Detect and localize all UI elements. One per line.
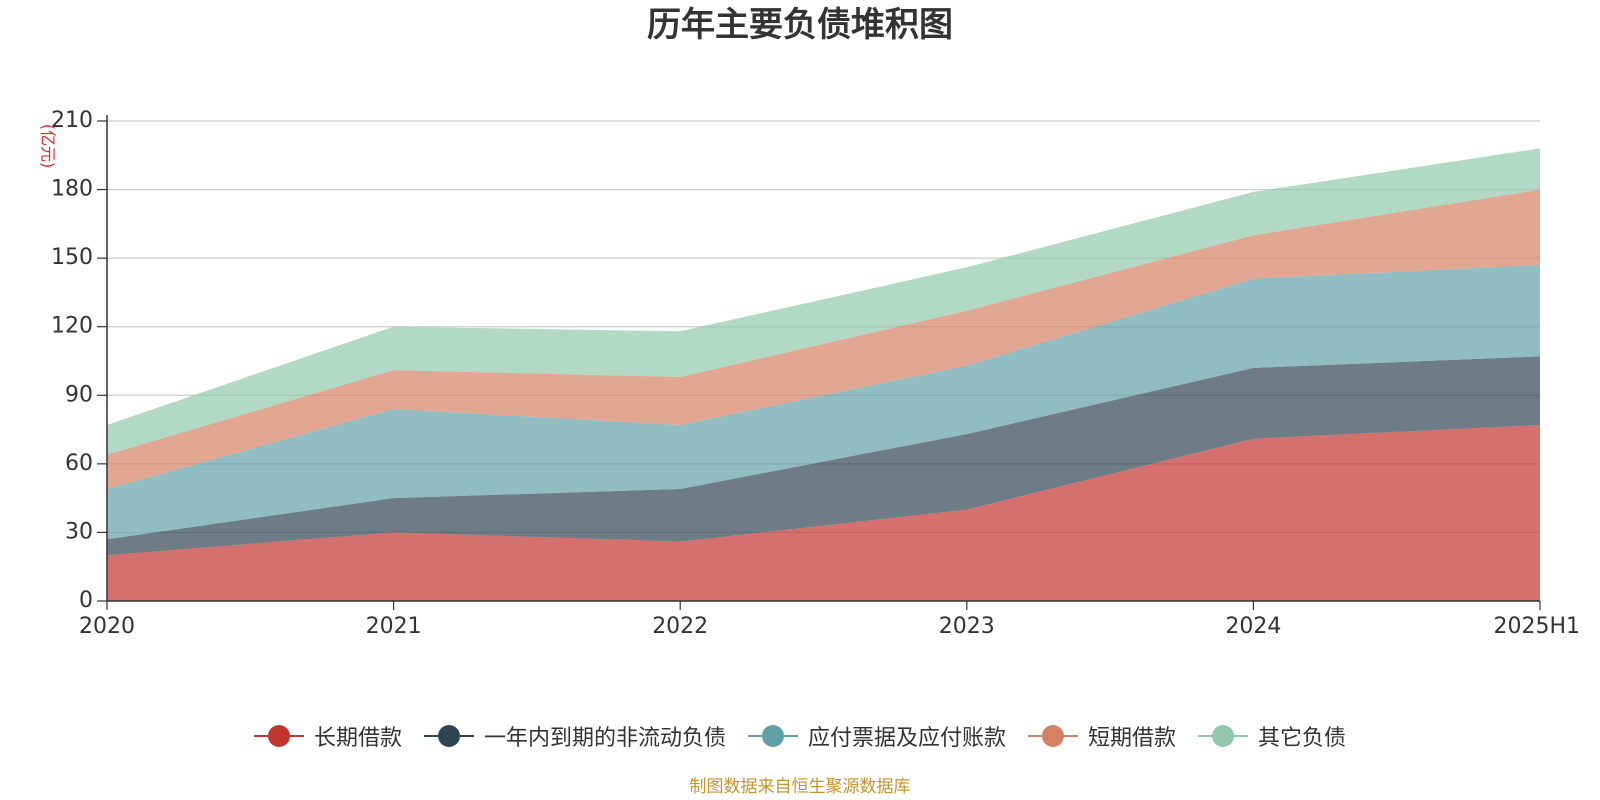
y-tick-label: 90 bbox=[65, 382, 93, 407]
legend-label: 应付票据及应付账款 bbox=[807, 726, 1006, 751]
y-tick-label: 30 bbox=[65, 519, 93, 544]
legend-marker-icon bbox=[1028, 724, 1078, 748]
y-axis-unit-label: (亿元) bbox=[39, 124, 58, 169]
x-tick-label: 2023 bbox=[939, 614, 995, 639]
area-series-4 bbox=[107, 189, 1540, 489]
legend-label: 一年内到期的非流动负债 bbox=[483, 726, 726, 751]
legend-label: 短期借款 bbox=[1088, 726, 1177, 751]
area-series-2 bbox=[107, 356, 1540, 556]
y-tick-label: 210 bbox=[51, 108, 93, 133]
area-series-5 bbox=[107, 148, 1540, 455]
tick-labels: 0 30 60 90 120 150 180 210 2020 2021 2022 2023 2024 2… bbox=[51, 108, 1580, 639]
legend-label: 其它负债 bbox=[1258, 726, 1347, 751]
source-note: 制图数据来自恒生聚源数据库 bbox=[689, 777, 911, 797]
x-tick-label: 2025H1 bbox=[1493, 614, 1580, 639]
y-tick-label: 150 bbox=[51, 245, 93, 270]
y-tick-label: 60 bbox=[65, 451, 93, 476]
y-tick-label: 180 bbox=[51, 177, 93, 202]
x-tick-label: 2022 bbox=[652, 614, 708, 639]
legend-item-3[interactable]: 应付票据及应付账款 bbox=[747, 720, 1006, 752]
x-tick-label: 2021 bbox=[366, 614, 422, 639]
area-series-1 bbox=[107, 425, 1540, 601]
x-tick-label: 2020 bbox=[79, 614, 135, 639]
y-tick-label: 120 bbox=[51, 314, 93, 339]
x-tick-label: 2024 bbox=[1225, 614, 1281, 639]
legend: 长期借款 一年内到期的非流动负债 应付票据及应付账款 短期借款 其它负债 bbox=[0, 720, 1600, 752]
legend-item-2[interactable]: 一年内到期的非流动负债 bbox=[423, 720, 726, 752]
legend-label: 长期借款 bbox=[313, 726, 402, 751]
legend-item-4[interactable]: 短期借款 bbox=[1028, 720, 1176, 752]
legend-marker-icon bbox=[253, 724, 304, 748]
legend-marker-icon bbox=[423, 724, 474, 748]
legend-item-1[interactable]: 长期借款 bbox=[253, 720, 402, 752]
stacked-areas bbox=[107, 148, 1540, 601]
legend-marker-icon bbox=[1198, 724, 1249, 748]
area-series-3 bbox=[107, 265, 1540, 540]
y-tick-label: 0 bbox=[79, 588, 93, 613]
legend-item-5[interactable]: 其它负债 bbox=[1198, 720, 1346, 752]
axes bbox=[97, 115, 1541, 610]
chart-title: 历年主要负债堆积图 bbox=[647, 5, 953, 45]
legend-marker-icon bbox=[747, 724, 798, 748]
